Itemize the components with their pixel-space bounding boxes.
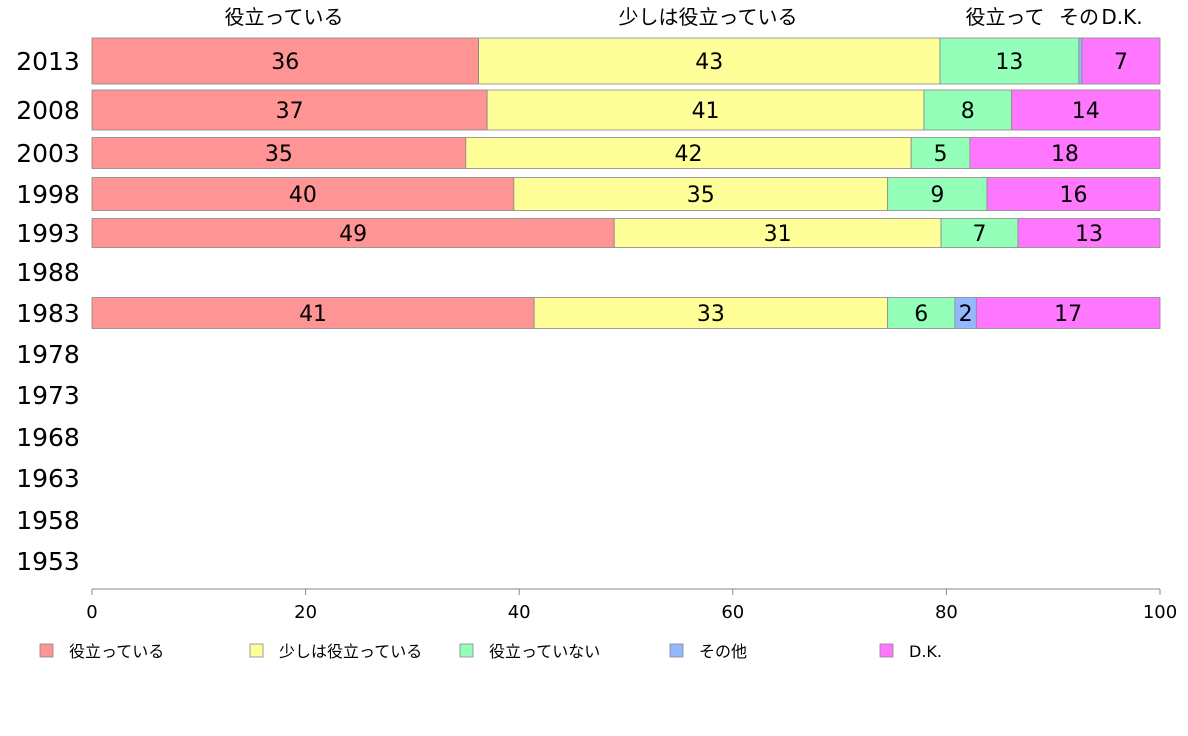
data-label: 16 — [1059, 183, 1087, 208]
data-label: 40 — [289, 183, 317, 208]
y-tick-label: 1953 — [16, 547, 80, 576]
bar-segment — [969, 137, 1161, 169]
bar-segment — [975, 297, 1161, 329]
column-top-label: D.K. — [1101, 5, 1142, 29]
bar-segment — [91, 218, 615, 248]
y-tick-label: 1958 — [16, 506, 80, 535]
bar-segment — [1011, 89, 1161, 131]
bar-segment — [91, 89, 488, 131]
legend-label: その他 — [699, 642, 747, 661]
bar-segment — [939, 37, 1080, 85]
data-label: 18 — [1051, 142, 1079, 167]
data-label: 31 — [764, 222, 792, 247]
bar-segment — [486, 89, 925, 131]
x-tick-label: 40 — [508, 602, 531, 623]
bar-segment — [513, 177, 889, 211]
bar-segment — [940, 218, 1019, 248]
bar-segment — [465, 137, 912, 169]
bar-segment — [1017, 218, 1161, 248]
data-label: 13 — [1075, 222, 1103, 247]
bar-segment — [91, 177, 515, 211]
y-tick-label: 1973 — [16, 381, 80, 410]
legend-swatch — [669, 643, 684, 658]
data-label: 5 — [934, 142, 948, 167]
y-tick-label: 2013 — [16, 47, 80, 76]
bar-segment — [613, 218, 942, 248]
y-tick-label: 1968 — [16, 423, 80, 452]
y-tick-label: 1993 — [16, 219, 80, 248]
data-label: 8 — [961, 99, 975, 124]
legend-label: 少しは役立っている — [279, 642, 422, 661]
bar-segment — [91, 37, 480, 85]
data-label: 35 — [687, 183, 715, 208]
bar-segment — [1081, 37, 1161, 85]
data-label: 42 — [674, 142, 702, 167]
y-tick-label: 2008 — [16, 96, 80, 125]
x-tick-label: 80 — [935, 602, 958, 623]
x-tick-label: 0 — [86, 602, 97, 623]
y-tick-label: 1978 — [16, 340, 80, 369]
legend-label: 役立っていない — [489, 642, 600, 661]
legend-label: D.K. — [909, 642, 942, 661]
x-tick-label: 20 — [294, 602, 317, 623]
data-label: 14 — [1072, 99, 1100, 124]
data-label: 35 — [265, 142, 293, 167]
bar-segment — [533, 297, 889, 329]
data-label: 7 — [973, 222, 987, 247]
bar-segment — [986, 177, 1161, 211]
x-tick-label: 100 — [1143, 602, 1177, 623]
y-tick-label: 2003 — [16, 139, 80, 168]
bar-segment — [91, 137, 467, 169]
column-top-label: 役立って — [966, 5, 1045, 29]
y-tick-label: 1988 — [16, 258, 80, 287]
data-label: 2 — [959, 302, 973, 327]
data-label: 49 — [339, 222, 367, 247]
column-top-label: 役立っている — [225, 5, 344, 29]
legend-swatch — [459, 643, 474, 658]
data-label: 7 — [1114, 50, 1128, 75]
legend-swatch — [879, 643, 894, 658]
bar-segment — [1078, 37, 1083, 85]
x-tick-label: 60 — [721, 602, 744, 623]
data-label: 6 — [914, 302, 928, 327]
y-tick-label: 1963 — [16, 464, 80, 493]
column-top-label: 少しは役立っている — [619, 5, 798, 29]
legend-swatch — [249, 643, 264, 658]
data-label: 41 — [692, 99, 720, 124]
data-label: 33 — [697, 302, 725, 327]
column-top-label: その — [1059, 5, 1099, 29]
data-label: 43 — [695, 50, 723, 75]
y-tick-label: 1983 — [16, 299, 80, 328]
data-label: 41 — [299, 302, 327, 327]
data-label: 9 — [930, 183, 944, 208]
data-label: 13 — [995, 50, 1023, 75]
legend-label: 役立っている — [69, 642, 164, 661]
bar-segment — [887, 297, 956, 329]
legend-swatch — [39, 643, 54, 658]
bar-segment — [923, 89, 1012, 131]
y-tick-label: 1998 — [16, 180, 80, 209]
bar-segment — [478, 37, 941, 85]
data-label: 36 — [271, 50, 299, 75]
data-label: 37 — [276, 99, 304, 124]
bar-segment — [91, 297, 535, 329]
data-label: 17 — [1054, 302, 1082, 327]
